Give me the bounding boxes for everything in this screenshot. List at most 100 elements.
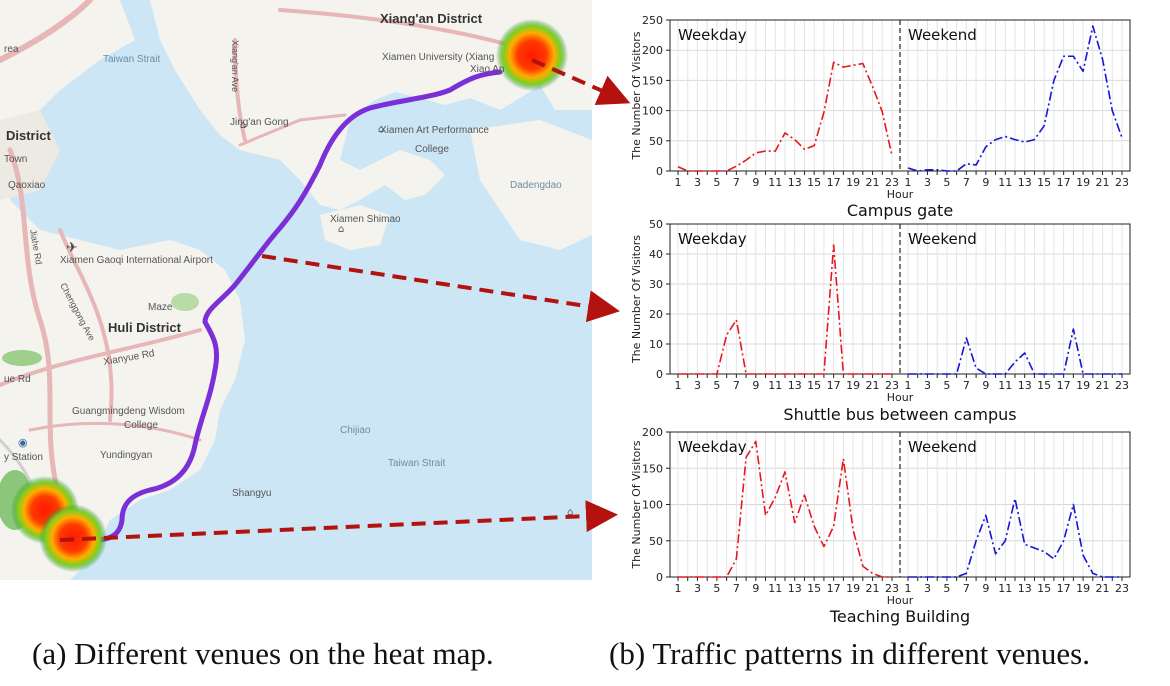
y-tick-label: 10 <box>649 338 663 351</box>
x-tick-label: 7 <box>733 582 740 595</box>
airport-icon: ✈ <box>66 240 78 256</box>
y-tick-label: 200 <box>642 44 663 57</box>
panel-label-weekend: Weekend <box>908 438 977 456</box>
x-tick-label: 21 <box>866 176 880 189</box>
x-tick-label: 19 <box>1076 582 1090 595</box>
map-label-chijiao: Chijiao <box>340 425 371 436</box>
x-tick-label: 5 <box>943 176 950 189</box>
series-line-weekend <box>908 497 1122 578</box>
x-tick-label: 15 <box>807 582 821 595</box>
map-label-college-2: College <box>124 420 158 431</box>
x-tick-label: 9 <box>752 379 759 392</box>
map-label-shangyu: Shangyu <box>232 488 271 499</box>
x-tick-label: 13 <box>788 379 802 392</box>
panel-label-weekday: Weekday <box>678 26 747 44</box>
y-tick-label: 50 <box>649 218 663 231</box>
map-label-maze: Maze <box>148 302 173 313</box>
map-label-xiangan-ave: Xiang'an Ave <box>230 40 240 92</box>
x-tick-label: 17 <box>1057 176 1071 189</box>
y-axis-label: The Number Of Visitors <box>630 235 643 364</box>
x-tick-label: 7 <box>963 176 970 189</box>
x-tick-label: 23 <box>1115 582 1129 595</box>
x-tick-label: 1 <box>905 582 912 595</box>
x-tick-label: 3 <box>694 582 701 595</box>
x-tick-label: 11 <box>998 176 1012 189</box>
x-tick-label: 9 <box>982 582 989 595</box>
panel-label-weekday: Weekday <box>678 438 747 456</box>
series-line-weekend <box>908 328 1122 375</box>
x-tick-label: 11 <box>998 582 1012 595</box>
x-tick-label: 13 <box>1018 379 1032 392</box>
map-label-college-1: College <box>415 144 449 155</box>
map-label-xiangan-district: Xiang'an District <box>380 11 483 26</box>
x-tick-label: 21 <box>866 379 880 392</box>
y-tick-label: 30 <box>649 278 663 291</box>
x-tick-label: 11 <box>998 379 1012 392</box>
plot-frame <box>669 223 1131 375</box>
y-axis-label: The Number Of Visitors <box>630 440 643 569</box>
y-tick-label: 50 <box>649 535 663 548</box>
y-tick-label: 0 <box>656 571 663 584</box>
map-label-xiamen-university: Xiamen University (Xiang <box>382 52 494 63</box>
roads <box>0 0 562 503</box>
y-tick-label: 20 <box>649 308 663 321</box>
map-label-dadengdao: Dadengdao <box>510 180 562 191</box>
x-tick-label: 17 <box>827 176 841 189</box>
park-west <box>2 350 42 366</box>
plot-area <box>670 432 1130 577</box>
x-tick-label: 7 <box>733 176 740 189</box>
x-tick-label: 11 <box>768 379 782 392</box>
heat-spot-teaching-building-2 <box>39 504 107 572</box>
plot-area <box>670 224 1130 374</box>
map-label-rea: rea <box>4 44 19 55</box>
x-tick-label: 9 <box>752 176 759 189</box>
x-tick-label: 5 <box>713 379 720 392</box>
plot-frame <box>669 19 1131 172</box>
x-tick-label: 3 <box>924 176 931 189</box>
x-axis-label: Hour <box>887 391 914 404</box>
x-tick-label: 15 <box>807 379 821 392</box>
panel-label-weekday: Weekday <box>678 230 747 248</box>
landmark-icon-art: ⌂ <box>378 124 384 135</box>
y-tick-label: 200 <box>642 426 663 439</box>
chart-title: Shuttle bus between campus <box>783 405 1016 424</box>
x-tick-label: 19 <box>1076 176 1090 189</box>
x-tick-label: 19 <box>846 176 860 189</box>
x-tick-label: 1 <box>675 176 682 189</box>
panel-label-weekend: Weekend <box>908 26 977 44</box>
map-label-station: y Station <box>4 452 43 463</box>
city-map: ⌂ ⌂ ⌂ ✈ ⌂ ◉ Xiang'an District Taiwan Stra… <box>0 0 592 580</box>
x-tick-label: 15 <box>807 176 821 189</box>
y-tick-label: 250 <box>642 14 663 27</box>
x-tick-label: 23 <box>1115 379 1129 392</box>
series-line-weekday <box>677 61 893 172</box>
x-tick-label: 3 <box>694 379 701 392</box>
x-tick-label: 13 <box>1018 582 1032 595</box>
chart-title: Teaching Building <box>829 607 970 626</box>
x-tick-label: 23 <box>1115 176 1129 189</box>
panel-label-weekend: Weekend <box>908 230 977 248</box>
x-tick-label: 23 <box>885 379 899 392</box>
series-line-weekday <box>678 244 892 375</box>
x-tick-label: 15 <box>1037 379 1051 392</box>
map-label-town: Town <box>4 154 27 165</box>
caption-a: (a) Different venues on the heat map. <box>32 636 494 671</box>
y-tick-label: 100 <box>642 499 663 512</box>
land-island-east <box>470 120 592 250</box>
plot-area <box>670 20 1130 171</box>
landmark-icon-east: ⌂ <box>567 507 573 518</box>
y-tick-label: 150 <box>642 74 663 87</box>
x-tick-label: 9 <box>982 176 989 189</box>
x-tick-label: 1 <box>675 379 682 392</box>
y-tick-label: 150 <box>642 462 663 475</box>
x-tick-label: 9 <box>752 582 759 595</box>
heat-map-panel: ⌂ ⌂ ⌂ ✈ ⌂ ◉ Xiang'an District Taiwan Stra… <box>0 0 592 580</box>
map-label-district-left: District <box>6 128 51 143</box>
x-tick-label: 5 <box>943 379 950 392</box>
plot-frame <box>669 431 1131 578</box>
heat-spot-campus-gate <box>496 19 568 91</box>
x-tick-label: 17 <box>1057 379 1071 392</box>
y-tick-label: 40 <box>649 248 663 261</box>
